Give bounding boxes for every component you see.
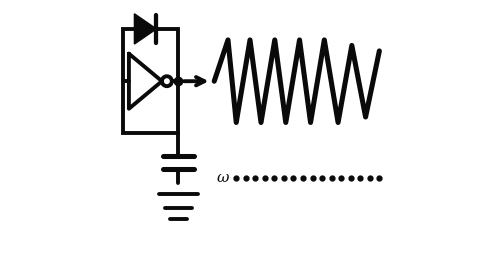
Bar <box>124 29 178 133</box>
Polygon shape <box>134 14 156 44</box>
Text: ω: ω <box>216 170 228 185</box>
